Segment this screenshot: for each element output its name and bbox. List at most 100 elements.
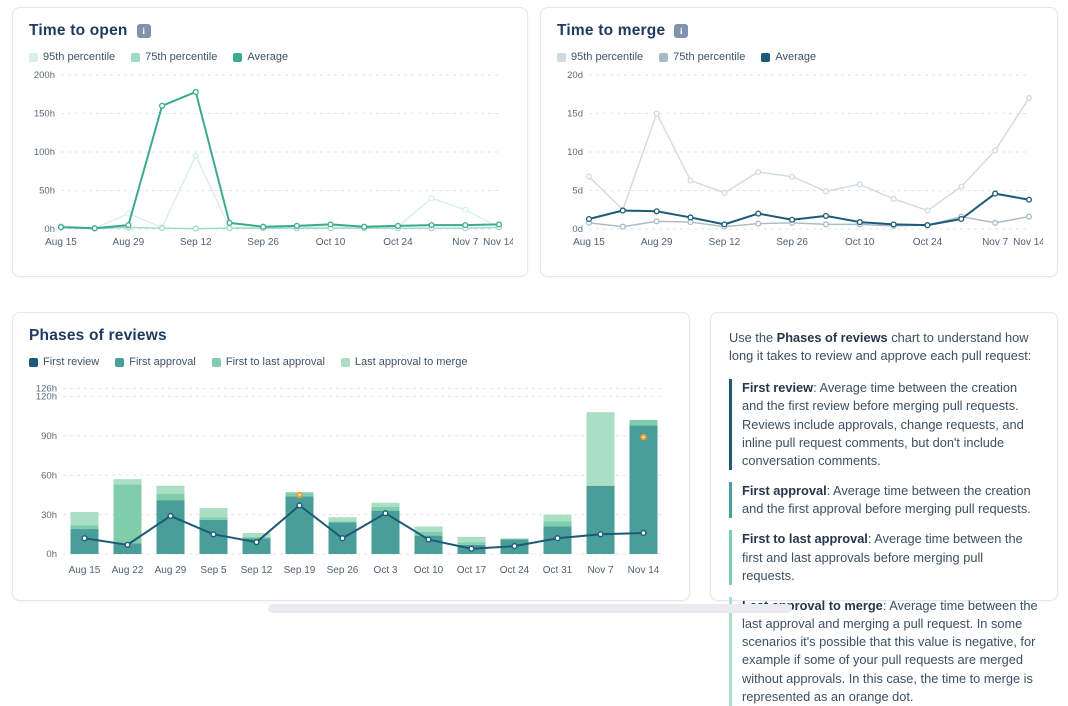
svg-text:100h: 100h — [34, 147, 55, 158]
svg-text:Sep 12: Sep 12 — [241, 565, 273, 576]
description-text: : Average time between the creation and … — [742, 483, 1031, 517]
legend-label: First review — [43, 356, 100, 368]
legend-label: 95th percentile — [43, 51, 116, 63]
legend-item-first-to-last-approval[interactable]: First to last approval — [211, 356, 325, 368]
svg-text:0h: 0h — [46, 549, 57, 560]
legend-item-95th-percentile[interactable]: 95th percentile — [557, 51, 643, 63]
svg-text:90h: 90h — [41, 431, 57, 442]
time-to-merge-header: Time to merge i — [557, 22, 1041, 40]
time-to-merge-card: Time to merge i 95th percentile 75th perc… — [540, 7, 1058, 277]
legend-item-95th-percentile[interactable]: 95th percentile — [29, 51, 115, 63]
legend-swatch-icon — [659, 52, 669, 62]
legend-swatch-icon — [29, 52, 38, 62]
svg-text:Oct 31: Oct 31 — [543, 565, 573, 576]
time-to-open-header: Time to open i — [29, 22, 511, 40]
svg-text:Oct 24: Oct 24 — [383, 237, 413, 248]
description-text: : Average time between the creation and … — [742, 380, 1024, 468]
legend-item-first-approval[interactable]: First approval — [115, 356, 196, 368]
scrollbar-thumb-horizontal[interactable] — [268, 604, 792, 613]
time-to-open-card: Time to open i 95th percentile 75th perce… — [12, 7, 528, 277]
description-item-last-approval-to-merge: Last approval to merge: Average time bet… — [729, 596, 1039, 706]
svg-text:30h: 30h — [41, 510, 57, 521]
phases-of-reviews-legend: First review First approval First to last … — [29, 356, 673, 368]
svg-text:Nov 7: Nov 7 — [982, 237, 1009, 248]
legend-swatch-icon — [115, 357, 125, 367]
svg-text:Nov 14: Nov 14 — [483, 237, 513, 248]
legend-swatch-icon — [211, 357, 221, 367]
legend-swatch-icon — [29, 357, 38, 367]
svg-text:120h: 120h — [36, 392, 57, 403]
svg-text:Sep 19: Sep 19 — [284, 565, 316, 576]
svg-text:Sep 26: Sep 26 — [327, 565, 359, 576]
legend-label: First approval — [129, 356, 196, 368]
svg-text:0h: 0h — [44, 224, 55, 235]
description-term: First review — [742, 380, 814, 396]
phases-of-reviews-card: Phases of reviews First review First appr… — [12, 312, 690, 601]
legend-swatch-icon — [761, 52, 771, 62]
description-item-first-approval: First approval: Average time between the… — [729, 482, 1039, 519]
legend-item-average[interactable]: Average — [233, 51, 288, 63]
svg-text:150h: 150h — [34, 109, 55, 120]
legend-item-first-review[interactable]: First review — [29, 356, 99, 368]
description-intro: Use the Phases of reviews chart to under… — [729, 330, 1032, 364]
description-item-first-review: First review: Average time between the c… — [729, 379, 1039, 471]
time-to-merge-chart: 0d 5d 10d 15d 20d Aug 15 Aug 29 Sep 12 Sep 26 Oct… — [567, 70, 1045, 248]
svg-text:Oct 24: Oct 24 — [913, 237, 943, 248]
phases-description-panel: Use the Phases of reviews chart to under… — [710, 312, 1058, 706]
description-item-first-to-last-approval: First to last approval: Average time bet… — [729, 530, 1039, 585]
info-icon[interactable]: i — [674, 24, 689, 38]
legend-label: Average — [775, 51, 817, 63]
svg-text:10d: 10d — [567, 147, 583, 158]
svg-text:5d: 5d — [572, 186, 583, 197]
time-to-merge-legend: 95th percentile 75th percentile Average — [557, 51, 1041, 63]
svg-text:Sep 12: Sep 12 — [180, 237, 212, 248]
svg-text:Aug 29: Aug 29 — [155, 565, 187, 576]
legend-swatch-icon — [340, 357, 350, 367]
svg-text:50h: 50h — [39, 186, 55, 197]
svg-text:126h: 126h — [36, 384, 57, 395]
phases-of-reviews-header: Phases of reviews — [29, 327, 673, 345]
legend-swatch-icon — [557, 52, 566, 62]
svg-text:15d: 15d — [567, 109, 583, 120]
svg-text:Aug 15: Aug 15 — [45, 237, 77, 248]
svg-text:Aug 29: Aug 29 — [641, 237, 673, 248]
svg-text:Oct 24: Oct 24 — [500, 565, 530, 576]
legend-item-75th-percentile[interactable]: 75th percentile — [659, 51, 745, 63]
svg-text:Nov 14: Nov 14 — [628, 565, 660, 576]
svg-text:Oct 10: Oct 10 — [845, 237, 875, 248]
svg-text:200h: 200h — [34, 70, 55, 81]
svg-text:Oct 17: Oct 17 — [457, 565, 487, 576]
svg-text:Oct 10: Oct 10 — [414, 565, 444, 576]
legend-label: 95th percentile — [571, 51, 644, 63]
svg-text:Oct 3: Oct 3 — [374, 565, 398, 576]
legend-label: Last approval to merge — [354, 356, 468, 368]
svg-text:Nov 7: Nov 7 — [452, 237, 479, 248]
legend-item-average[interactable]: Average — [761, 51, 816, 63]
svg-text:Aug 22: Aug 22 — [112, 565, 144, 576]
svg-text:60h: 60h — [41, 470, 57, 481]
time-to-open-chart: 0h 50h 100h 150h 200h Aug 15 Aug 29 Sep 12 Sep 2… — [34, 70, 515, 248]
svg-text:20d: 20d — [567, 70, 583, 81]
description-text: : Average time between the first and las… — [742, 531, 1023, 583]
info-icon[interactable]: i — [136, 24, 151, 38]
svg-text:Sep 26: Sep 26 — [247, 237, 279, 248]
description-term: First approval — [742, 483, 827, 499]
time-to-open-title: Time to open — [29, 22, 128, 39]
legend-label: 75th percentile — [145, 51, 218, 63]
svg-text:Nov 14: Nov 14 — [1013, 237, 1043, 248]
legend-swatch-icon — [233, 52, 243, 62]
legend-label: Average — [247, 51, 289, 63]
phases-of-reviews-title: Phases of reviews — [29, 327, 167, 344]
legend-item-last-approval-to-merge[interactable]: Last approval to merge — [340, 356, 468, 368]
time-to-merge-title: Time to merge — [557, 22, 666, 39]
svg-text:Nov 7: Nov 7 — [587, 565, 614, 576]
svg-text:Sep 12: Sep 12 — [709, 237, 741, 248]
time-to-open-legend: 95th percentile 75th percentile Average — [29, 51, 511, 63]
svg-text:Aug 15: Aug 15 — [573, 237, 605, 248]
svg-text:Sep 26: Sep 26 — [776, 237, 808, 248]
legend-item-75th-percentile[interactable]: 75th percentile — [131, 51, 217, 63]
svg-text:Aug 15: Aug 15 — [69, 565, 101, 576]
legend-label: 75th percentile — [673, 51, 746, 63]
description-intro-bold: Phases of reviews — [776, 330, 888, 345]
